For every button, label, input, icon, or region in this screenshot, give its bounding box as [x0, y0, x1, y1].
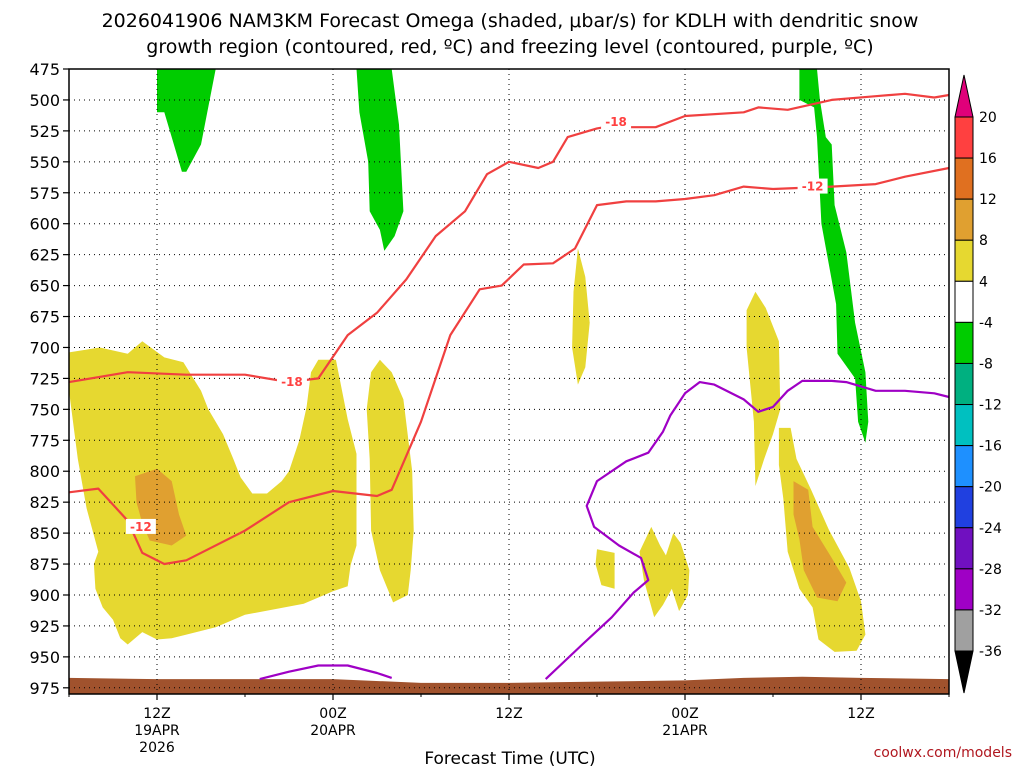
chart-title-line-2: growth region (contoured, red, ºC) and f… [146, 36, 873, 58]
y-tick-label: 700 [29, 338, 60, 357]
x-tick-label: 12Z [495, 706, 522, 722]
dgz-minus18-upper-contour [604, 92, 950, 129]
colorbar-bin [954, 157, 974, 200]
freezing-right-contour [544, 379, 950, 680]
y-tick-label: 950 [29, 648, 60, 667]
colorbar-top-arrow [954, 74, 974, 118]
contour-label-bg [601, 114, 632, 130]
sinking-motion-strong-right [793, 481, 847, 602]
x-axis-title: Forecast Time (UTC) [424, 749, 595, 768]
colorbar-label: -28 [979, 562, 1002, 578]
x-tick-label: 12Z [847, 706, 874, 722]
x-tick-label: 2026 [139, 740, 175, 756]
colorbar-bin [954, 404, 974, 447]
chart-title-line-1: 2026041906 NAM3KM Forecast Omega (shaded… [102, 10, 919, 32]
colorbar-bin [954, 527, 974, 570]
dgz-minus12-contour [68, 166, 950, 566]
y-tick-label: 975 [29, 679, 60, 698]
colorbar-label: -12 [979, 398, 1002, 414]
colorbar-label: -8 [979, 356, 993, 372]
y-tick-label: 825 [29, 493, 60, 512]
colorbar-bin [954, 568, 974, 611]
contour-label-bg [797, 178, 828, 194]
colorbar-label: -24 [979, 521, 1002, 537]
contour-label: -12 [802, 180, 824, 194]
x-tick-label: 21APR [662, 723, 708, 739]
y-tick-label: 575 [29, 184, 60, 203]
contour-layer [68, 92, 950, 681]
y-tick-label: 500 [29, 91, 60, 110]
x-tick-label: 12Z [143, 706, 170, 722]
y-tick-label: 775 [29, 431, 60, 450]
grid-layer [69, 69, 949, 694]
x-tick-label: 00Z [319, 706, 346, 722]
colorbar-bin [954, 321, 974, 364]
y-tick-label: 800 [29, 462, 60, 481]
sinking-motion-large [69, 341, 357, 645]
upward-motion-left [157, 69, 216, 172]
upward-motion-mid [356, 69, 404, 251]
colorbar: 20 16 12 8 4 -4 -8 -12 -16 -20 -24 -28 -32 -36 [954, 74, 1002, 694]
y-tick-label: 725 [29, 369, 60, 388]
colorbar-bottom-arrow [954, 650, 974, 694]
colorbar-label: -16 [979, 439, 1002, 455]
y-tick-label: 850 [29, 524, 60, 543]
omega-shading [69, 69, 869, 652]
y-tick-label: 525 [29, 122, 60, 141]
sinking-motion-thin-700 [746, 291, 781, 487]
colorbar-bin [954, 239, 974, 282]
colorbar-label: 12 [979, 192, 997, 208]
contour-label: -18 [605, 115, 627, 129]
colorbar-label: -20 [979, 480, 1002, 496]
colorbar-label: 16 [979, 151, 997, 167]
contour-label-layer: -18 -18 -12 -12 [125, 114, 828, 534]
terrain-layer [69, 676, 949, 694]
dgz-minus18-contour [68, 126, 605, 384]
sinking-motion-thin-650 [572, 248, 590, 385]
y-tick-label: 675 [29, 308, 60, 327]
colorbar-bin [954, 445, 974, 488]
sinking-motion-column [366, 359, 414, 603]
y-axis: 475 500 525 550 575 600 625 650 675 700 725 750 775 8… [29, 60, 69, 698]
colorbar-label: -36 [979, 644, 1002, 660]
credit-text: coolwx.com/models [874, 745, 1012, 761]
colorbar-bin [954, 280, 974, 323]
y-tick-label: 900 [29, 586, 60, 605]
y-tick-label: 875 [29, 555, 60, 574]
y-tick-label: 925 [29, 617, 60, 636]
terrain-ground [69, 676, 949, 694]
contour-label-bg [276, 374, 307, 390]
contour-label-bg [125, 518, 156, 534]
colorbar-bin [954, 198, 974, 241]
colorbar-bin [954, 486, 974, 529]
y-tick-label: 650 [29, 277, 60, 296]
y-tick-label: 750 [29, 400, 60, 419]
y-tick-label: 475 [29, 60, 60, 79]
colorbar-bin [954, 362, 974, 406]
colorbar-label: 20 [979, 110, 997, 126]
colorbar-label: -32 [979, 603, 1002, 619]
colorbar-bin [954, 116, 974, 159]
freezing-left-contour [259, 664, 393, 681]
sinking-motion-right [778, 427, 866, 652]
y-tick-label: 625 [29, 246, 60, 265]
sinking-motion-small-870 [595, 549, 615, 589]
colorbar-bin [954, 609, 974, 652]
x-tick-label: 20APR [310, 723, 356, 739]
colorbar-label: -4 [979, 315, 993, 331]
y-tick-label: 550 [29, 153, 60, 172]
colorbar-label: 4 [979, 274, 988, 290]
colorbar-label: 8 [979, 233, 988, 249]
x-tick-label: 19APR [134, 723, 180, 739]
x-tick-label: 00Z [671, 706, 698, 722]
y-tick-label: 600 [29, 215, 60, 234]
sinking-motion-pair [639, 526, 690, 618]
contour-label: -18 [281, 375, 303, 389]
upward-motion-right [799, 69, 869, 443]
contour-label: -12 [130, 520, 152, 534]
